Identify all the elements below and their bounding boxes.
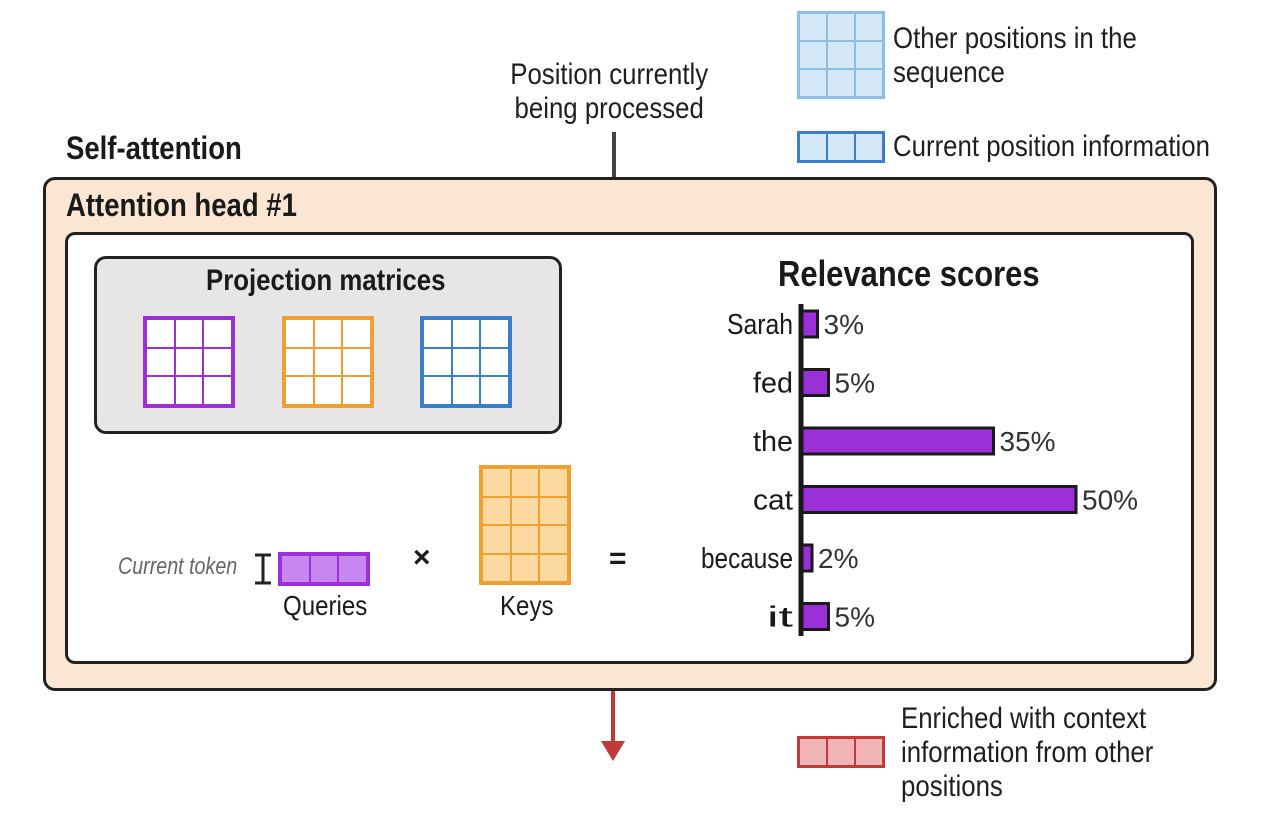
matrix-cell — [539, 496, 568, 525]
matrix-cell — [799, 13, 827, 41]
output-arrow-icon — [601, 691, 625, 761]
matrix-cell — [827, 13, 855, 41]
value-label-because: 2% — [818, 543, 858, 574]
attention-head-title: Attention head #1 — [66, 187, 297, 223]
matrix-cell — [855, 69, 883, 97]
value-label-it: 5% — [835, 602, 875, 633]
matrix-cell — [285, 347, 314, 377]
matrix-cell — [203, 319, 232, 348]
matrix-cell — [855, 738, 883, 766]
matrix-cell — [480, 347, 509, 377]
matrix-cell — [423, 376, 452, 405]
matrix-cell — [342, 376, 371, 405]
legend-other-positions-label: Other positions in the sequence — [893, 22, 1137, 89]
bar-the — [799, 426, 995, 456]
bar-cat — [799, 485, 1078, 514]
value-label-fed: 5% — [835, 368, 875, 399]
matrix-cell — [510, 553, 540, 582]
matrix-cell — [281, 555, 310, 583]
matrix-cell — [203, 376, 232, 405]
current-position-annotation: Position currently being processed — [510, 58, 709, 125]
category-label-because: because — [701, 543, 793, 575]
matrix-cell — [510, 468, 540, 497]
matrix-cell — [338, 555, 367, 583]
matrix-cell — [510, 496, 540, 525]
bar-fed — [799, 368, 830, 397]
matrix-cell — [313, 376, 343, 405]
matrix-cell — [174, 347, 204, 377]
key-projection-matrix-icon — [282, 316, 374, 408]
bar-it — [799, 602, 830, 631]
matrix-cell — [451, 319, 481, 348]
matrix-cell — [285, 376, 314, 405]
matrix-cell — [827, 69, 855, 97]
matrix-cell — [510, 525, 540, 554]
matrix-cell — [451, 376, 481, 405]
value-label-Sarah: 3% — [824, 309, 864, 340]
query-projection-matrix-icon — [143, 316, 235, 408]
multiply-symbol: × — [413, 541, 431, 574]
matrix-cell — [827, 41, 855, 69]
matrix-cell — [482, 496, 511, 525]
matrix-cell — [313, 319, 343, 348]
matrix-cell — [799, 41, 827, 69]
matrix-cell — [480, 319, 509, 348]
value-projection-matrix-icon — [420, 316, 512, 408]
current-token-label: Current token — [118, 553, 238, 580]
matrix-cell — [799, 69, 827, 97]
matrix-cell — [146, 376, 175, 405]
queries-label: Queries — [283, 590, 368, 621]
matrix-cell — [309, 555, 339, 583]
matrix-cell — [342, 347, 371, 377]
value-label-cat: 50% — [1082, 485, 1138, 516]
text-cursor-icon — [255, 553, 271, 585]
matrix-cell — [482, 468, 511, 497]
matrix-cell — [482, 525, 511, 554]
category-label-fed: fed — [753, 368, 793, 400]
matrix-cell — [146, 347, 175, 377]
equals-symbol: = — [609, 542, 627, 575]
matrix-cell — [174, 376, 204, 405]
matrix-cell — [313, 347, 343, 377]
category-label-cat: cat — [753, 485, 793, 517]
matrix-cell — [146, 319, 175, 348]
queries-vector-icon — [278, 552, 370, 586]
value-label-the: 35% — [1000, 426, 1056, 457]
matrix-cell — [203, 347, 232, 377]
matrix-cell — [423, 319, 452, 348]
matrix-cell — [799, 133, 827, 161]
matrix-cell — [342, 319, 371, 348]
category-label-it: it — [767, 602, 793, 634]
matrix-cell — [539, 553, 568, 582]
category-label-Sarah: Sarah — [727, 309, 793, 341]
matrix-cell — [539, 525, 568, 554]
matrix-cell — [855, 41, 883, 69]
matrix-cell — [423, 347, 452, 377]
legend-other-positions-icon — [797, 11, 885, 99]
matrix-cell — [855, 133, 883, 161]
matrix-cell — [799, 738, 827, 766]
matrix-cell — [174, 319, 204, 348]
matrix-cell — [539, 468, 568, 497]
self-attention-title: Self-attention — [66, 130, 242, 166]
legend-current-position-label: Current position information — [893, 130, 1210, 163]
relevance-scores-chart: Sarah 3% fed 5% the 35% cat 50% because 2% it 5% — [701, 304, 1138, 636]
keys-matrix-icon — [479, 465, 571, 585]
legend-enriched-label: Enriched with context information from o… — [901, 702, 1154, 803]
keys-label: Keys — [500, 590, 554, 621]
matrix-cell — [827, 133, 855, 161]
category-label-the: the — [753, 426, 793, 458]
legend-current-position-icon — [797, 131, 885, 163]
matrix-cell — [827, 738, 855, 766]
legend-enriched-icon — [797, 736, 885, 768]
matrix-cell — [451, 347, 481, 377]
matrix-cell — [482, 553, 511, 582]
relevance-scores-title: Relevance scores — [778, 253, 1040, 294]
matrix-cell — [285, 319, 314, 348]
projection-matrices-title: Projection matrices — [206, 264, 446, 297]
matrix-cell — [855, 13, 883, 41]
matrix-cell — [480, 376, 509, 405]
